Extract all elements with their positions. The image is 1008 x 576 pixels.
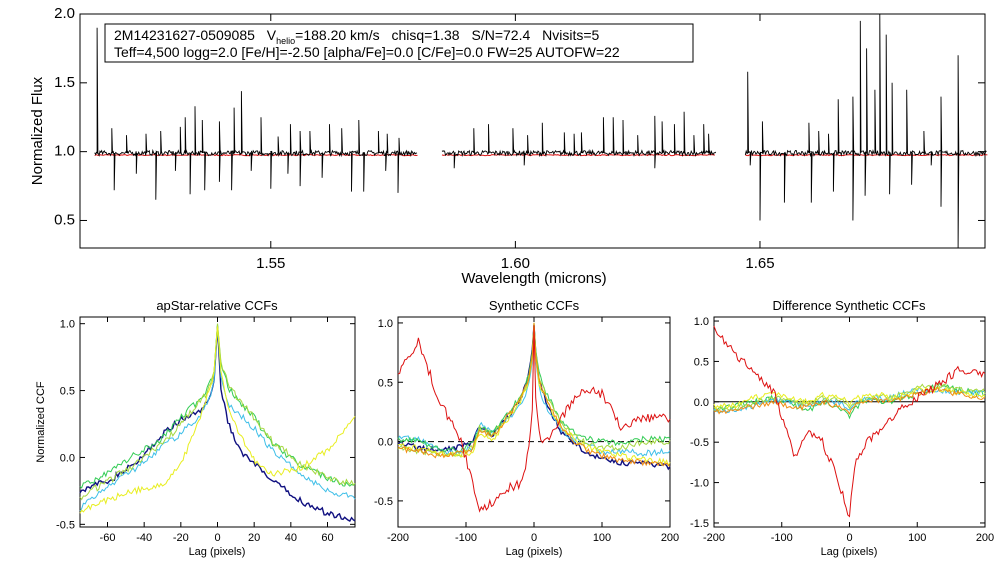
- spectrum-x-tick-label: 1.60: [501, 255, 530, 272]
- synthetic-ccf-y-tick-label: 0.5: [378, 377, 393, 389]
- apstar-ccf-x-axis-title: Lag (pixels): [189, 546, 246, 558]
- synthetic-ccf-x-axis-title: Lag (pixels): [506, 546, 563, 558]
- apstar-ccf-series-line: [79, 326, 356, 514]
- difference-ccf-panel: Difference Synthetic CCFs Lag (pixels): [713, 298, 986, 558]
- legend-v-subscript: helio: [276, 36, 295, 46]
- apstar-ccf-x-tick-label: -40: [136, 532, 152, 544]
- legend-chisq: chisq=1.38: [391, 27, 459, 43]
- spectrum-x-axis-title: Wavelength (microns): [461, 270, 606, 287]
- apstar-ccf-series-line: [79, 323, 356, 489]
- apstar-ccf-x-tick-label: 0: [214, 532, 220, 544]
- synthetic-ccf-x-tick-label: -200: [387, 532, 409, 544]
- synthetic-ccf-series-line: [397, 325, 671, 513]
- difference-ccf-plot-frame: [713, 316, 986, 528]
- spectrum-y-axis-title: Normalized Flux: [29, 76, 46, 185]
- synthetic-ccf-y-tick-label: 0.0: [378, 437, 393, 449]
- apstar-ccf-y-axis-title: Normalized CCF: [35, 381, 47, 463]
- difference-ccf-y-tick-label: -0.5: [690, 437, 709, 449]
- apstar-ccf-plot-frame: [79, 316, 356, 528]
- apstar-ccf-panel: apStar-relative CCFs Lag (pixels) Normal…: [35, 298, 356, 558]
- spectrum-y-tick-label: 1.0: [54, 143, 75, 160]
- legend-snr: S/N=72.4: [471, 27, 530, 43]
- difference-ccf-x-axis-title: Lag (pixels): [821, 546, 878, 558]
- apstar-ccf-axes: -60 -40 -20 0 20 40 60 -0.5 0.0 0.5 1.0: [56, 317, 355, 544]
- spectrum-observed-line: [744, 13, 987, 249]
- synthetic-ccf-series-line: [397, 322, 671, 467]
- apstar-ccf-title: apStar-relative CCFs: [156, 298, 278, 313]
- difference-ccf-y-tick-label: 1.0: [694, 316, 709, 328]
- legend-nvisits: Nvisits=5: [542, 27, 599, 43]
- spectrum-axes: 1.55 1.60 1.65 0.5 1.0 1.5 2.0: [54, 5, 985, 272]
- apstar-ccf-series-line: [79, 326, 356, 512]
- apstar-ccf-y-tick-label: 1.0: [60, 319, 75, 331]
- synthetic-ccf-y-tick-label: 1.0: [378, 318, 393, 330]
- apstar-ccf-x-tick-label: 60: [321, 532, 333, 544]
- synthetic-ccf-x-tick-label: 100: [593, 532, 611, 544]
- apstar-ccf-y-tick-label: 0.0: [60, 452, 75, 464]
- difference-ccf-y-tick-label: 0.5: [694, 356, 709, 368]
- spectrum-plot-frame: [79, 13, 986, 249]
- synthetic-ccf-x-tick-label: 200: [661, 532, 679, 544]
- legend-line-2: Teff=4,500 logg=2.0 [Fe/H]=-2.50 [alpha/…: [114, 44, 620, 60]
- legend-line-1: 2M14231627-0509085 Vhelio=188.20 km/s ch…: [114, 27, 600, 46]
- apstar-ccf-x-tick-label: 20: [248, 532, 260, 544]
- difference-ccf-x-tick-label: 100: [908, 532, 926, 544]
- difference-ccf-y-tick-label: 0.0: [694, 397, 709, 409]
- synthetic-ccf-x-tick-label: 0: [531, 532, 537, 544]
- difference-ccf-series-line: [713, 382, 986, 412]
- difference-ccf-series-line: [713, 386, 986, 410]
- apstar-ccf-series-line: [79, 326, 356, 522]
- apstar-ccf-x-tick-label: -60: [100, 532, 116, 544]
- difference-ccf-x-tick-label: 0: [846, 532, 852, 544]
- legend-frame: [104, 23, 694, 63]
- difference-ccf-series-line: [713, 325, 986, 518]
- spectrum-model-line: [745, 153, 988, 157]
- difference-ccf-x-tick-label: -200: [703, 532, 725, 544]
- synthetic-ccf-x-tick-label: -100: [455, 532, 477, 544]
- apstar-ccf-series-line: [79, 323, 356, 501]
- spectrum-x-tick-label: 1.65: [745, 255, 774, 272]
- legend-star-id: 2M14231627-0509085: [114, 27, 255, 43]
- synthetic-ccf-title: Synthetic CCFs: [489, 298, 580, 313]
- chart-marks: 1.55 1.60 1.650.51.01.52.0-60 -40 -20 0 20 40 60…: [54, 5, 994, 544]
- apstar-ccf-x-tick-label: 40: [285, 532, 297, 544]
- difference-ccf-title: Difference Synthetic CCFs: [773, 298, 926, 313]
- synthetic-ccf-y-tick-label: -0.5: [374, 496, 393, 508]
- spectrum-y-tick-label: 2.0: [54, 5, 75, 22]
- difference-ccf-axes: -200 -100 0 100 200 -1.5 -1.0 -0.5 0.0 0.5 1.0: [690, 316, 994, 544]
- legend-v-label: V: [267, 27, 277, 43]
- apstar-ccf-y-tick-label: -0.5: [56, 519, 75, 531]
- apstar-ccf-x-tick-label: -20: [173, 532, 189, 544]
- difference-ccf-y-tick-label: -1.0: [690, 478, 709, 490]
- difference-ccf-y-tick-label: -1.5: [690, 518, 709, 530]
- legend-v-value: =188.20 km/s: [295, 27, 379, 43]
- spectrum-panel: Wavelength (microns) Normalized Flux 2M1…: [29, 13, 986, 287]
- synthetic-ccf-axes: -200 -100 0 100 200 -0.5 0.0 0.5 1.0: [374, 317, 679, 544]
- spectrum-y-tick-label: 0.5: [54, 211, 75, 228]
- spectrum-y-tick-label: 1.5: [54, 74, 75, 91]
- spectrum-legend-box: 2M14231627-0509085 Vhelio=188.20 km/s ch…: [104, 23, 694, 63]
- spectrum-observed-line: [94, 27, 418, 200]
- apstar-ccf-y-tick-label: 0.5: [60, 386, 75, 398]
- difference-ccf-x-tick-label: -100: [771, 532, 793, 544]
- difference-ccf-series-line: [713, 385, 986, 416]
- spectrum-x-tick-label: 1.55: [256, 255, 285, 272]
- spectrum-observed-line: [441, 111, 717, 169]
- difference-ccf-x-tick-label: 200: [976, 532, 994, 544]
